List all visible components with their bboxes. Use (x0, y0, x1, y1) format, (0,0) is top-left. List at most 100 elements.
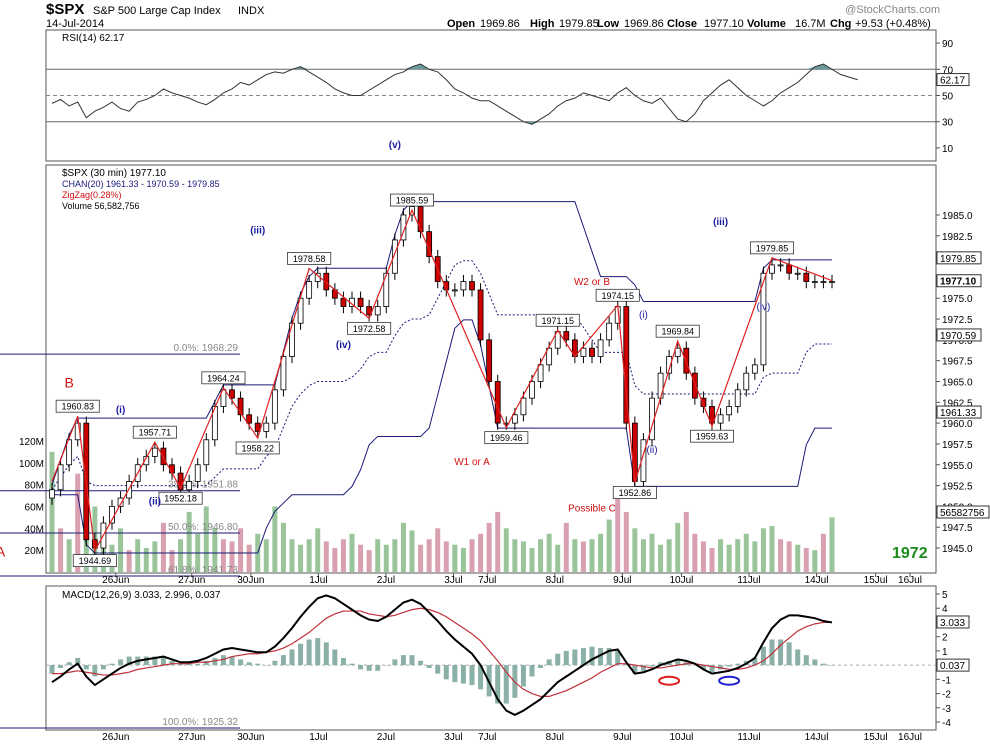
volume-bar (426, 539, 432, 572)
price-tag-label: 1977.10 (940, 277, 977, 288)
volume-bar (375, 539, 381, 572)
macd-histogram-bar (75, 658, 81, 666)
channel-lower-line (52, 319, 832, 554)
macd-histogram-bar (315, 638, 321, 666)
candle-body (151, 447, 158, 457)
volume-bar (606, 519, 612, 572)
price-tag-box (936, 251, 982, 265)
candle-body (666, 356, 673, 374)
price-label: 1964.24 (207, 373, 240, 383)
volume-bar (280, 522, 286, 572)
price-tick-label: 1982.5 (942, 232, 973, 243)
volume-bar (726, 544, 732, 572)
volume-bar (435, 528, 441, 572)
macd-histogram-bar (323, 642, 329, 666)
candle-body (254, 422, 261, 432)
price-label-box (201, 371, 246, 385)
candle-body (674, 347, 681, 357)
macd-histogram-bar (298, 643, 304, 666)
volume-bar (263, 539, 269, 572)
macd-x-label: 2Jul (377, 732, 395, 743)
volume-bar (220, 539, 226, 572)
volume-bar (460, 547, 466, 572)
price-x-label: 7Jul (478, 575, 496, 586)
macd-histogram-bar (109, 663, 115, 666)
volume-bar (803, 547, 809, 572)
volume-bar (752, 541, 758, 572)
macd-histogram-bar (358, 665, 364, 670)
price-label-box (484, 431, 529, 445)
volume-bar (692, 533, 698, 572)
price-label-box (287, 252, 332, 265)
price-label-box (389, 193, 434, 207)
price-label-box (55, 399, 100, 413)
candle-body (691, 372, 698, 399)
price-label-box (690, 429, 735, 443)
macd-histogram-bar (778, 639, 784, 666)
candle-body (203, 439, 210, 466)
candle-body (460, 281, 467, 291)
volume-bar (315, 528, 321, 572)
macd-histogram-bar (598, 648, 604, 666)
candle-body (246, 414, 253, 424)
macd-histogram-bar (580, 648, 586, 666)
rsi-tick-label: 90 (942, 39, 954, 50)
rsi-layer (46, 63, 936, 125)
macd-histogram-bar (606, 648, 612, 666)
price-label-box (535, 313, 580, 327)
macd-histogram-bar (272, 660, 278, 666)
volume-bar (169, 550, 175, 572)
volume-bar (820, 533, 826, 572)
volume-bar (349, 533, 355, 572)
volume-bar (358, 544, 364, 572)
price-tick-label: 1975.0 (942, 294, 973, 305)
volume-bar (366, 550, 372, 572)
macd-x-label: 16Jul (898, 732, 922, 743)
wave-label: W1 or A (454, 457, 490, 468)
rsi-tick-label: 10 (942, 144, 954, 155)
macd-histogram-bar (49, 665, 55, 674)
volume-bar (66, 539, 72, 572)
macd-histogram-bar (460, 665, 466, 684)
macd-histogram-bar (700, 665, 706, 670)
price-label-box (158, 491, 203, 505)
zigzag-line (51, 208, 833, 553)
macd-histogram-bar (649, 665, 655, 667)
macd-histogram-bar (83, 665, 89, 670)
macd-histogram-bar (400, 655, 406, 666)
macd-histogram-bar (92, 665, 98, 677)
macd-histogram-bar (623, 663, 629, 666)
price-label-box (750, 241, 795, 255)
candle-body (631, 422, 638, 482)
candle-body (237, 397, 244, 416)
volume-bar (383, 544, 389, 572)
symbol-title: $SPX (46, 1, 84, 18)
price-tag-box (936, 405, 982, 419)
macd-value-tag (936, 615, 970, 629)
macd-histogram-bar (469, 665, 475, 686)
macd-histogram-bar (195, 663, 201, 666)
volume-bar (829, 517, 835, 572)
macd-x-label: 14Jul (805, 732, 829, 743)
price-label: 1958.22 (241, 443, 274, 453)
price-legend-volume: Volume 56,582,756 (62, 201, 140, 211)
macd-histogram-bar (160, 656, 166, 666)
volume-bar (589, 539, 595, 572)
macd-histogram-bar (452, 665, 458, 683)
macd-histogram-bar (229, 656, 235, 666)
macd-histogram-bar (709, 665, 715, 673)
volume-bar (203, 506, 209, 572)
candle-body (777, 264, 784, 267)
volume-bar (812, 550, 818, 572)
volume-bar (520, 541, 526, 572)
candle-body (520, 397, 527, 416)
candle-body (271, 389, 278, 424)
macd-histogram-bar (555, 653, 561, 666)
macd-histogram-bar (306, 639, 312, 666)
fib-level-label: 38.2%: 1951.88 (168, 480, 238, 491)
price-tag-box (936, 274, 982, 288)
price-tick-label: 1947.5 (942, 523, 973, 534)
macd-x-label: 9Jul (613, 732, 631, 743)
price-tick-label: 1985.0 (942, 211, 973, 222)
volume-bar (178, 539, 184, 572)
